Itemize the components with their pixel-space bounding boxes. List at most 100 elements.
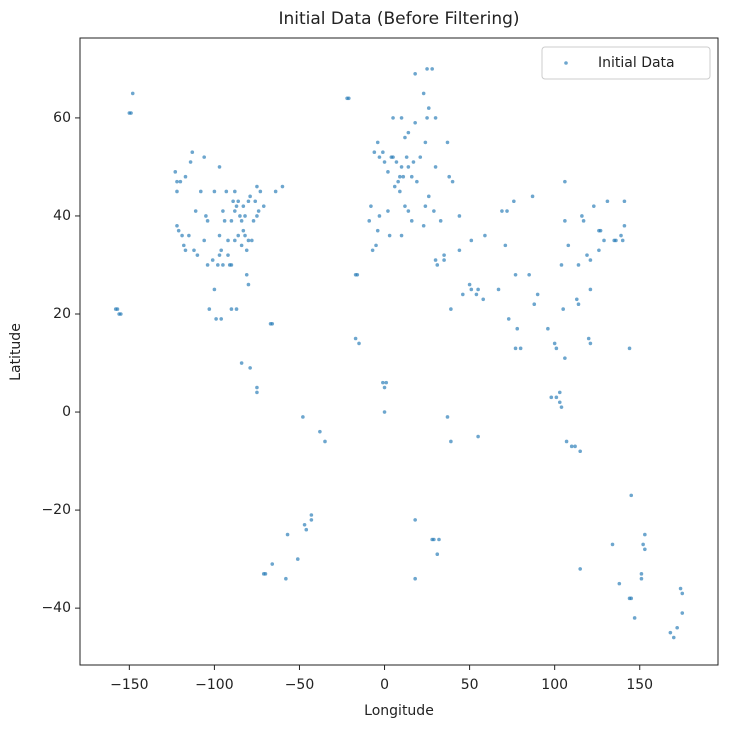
plot-frame [79, 37, 719, 666]
point [474, 292, 479, 297]
point [413, 71, 417, 76]
point [549, 395, 554, 400]
point [207, 307, 212, 311]
point [255, 385, 259, 390]
point [273, 189, 278, 194]
point [588, 258, 593, 262]
point [353, 336, 358, 341]
point [224, 189, 229, 194]
point [467, 282, 472, 287]
point [563, 219, 567, 223]
point [369, 204, 373, 208]
point [425, 67, 429, 71]
point [445, 140, 450, 145]
point [205, 219, 210, 223]
point [244, 248, 249, 253]
point [347, 96, 351, 101]
point [202, 155, 206, 159]
point [382, 385, 387, 390]
point [425, 116, 429, 120]
point [457, 214, 462, 218]
point [447, 174, 451, 179]
point [222, 219, 227, 223]
point [513, 272, 518, 277]
point [256, 209, 261, 213]
point [226, 238, 230, 243]
point [445, 415, 450, 419]
point [564, 439, 569, 444]
x-axis-label: Longitude [364, 703, 434, 719]
point [261, 572, 266, 576]
point [675, 625, 679, 630]
point [620, 238, 625, 243]
point [399, 165, 404, 169]
point [375, 140, 380, 145]
x-tick-label: 100 [541, 677, 568, 693]
point [430, 67, 434, 71]
point [198, 189, 203, 194]
point [476, 287, 480, 292]
point [404, 155, 409, 159]
point [386, 209, 390, 213]
point [241, 228, 246, 233]
point [561, 307, 565, 311]
point [178, 179, 183, 184]
point [309, 518, 314, 522]
point [398, 174, 402, 179]
point [244, 272, 249, 277]
point [614, 238, 618, 243]
point [192, 248, 196, 253]
point [377, 214, 382, 218]
point [367, 219, 372, 223]
point [304, 527, 309, 532]
point [432, 209, 436, 213]
point [413, 576, 417, 581]
point [239, 219, 244, 223]
point [248, 194, 252, 199]
point [643, 547, 647, 552]
point [442, 258, 446, 262]
point [576, 263, 581, 267]
y-tick-label: −40 [41, 600, 71, 616]
legend-marker [564, 61, 568, 65]
point [175, 179, 179, 184]
legend-label: Initial Data [598, 55, 675, 71]
point [627, 596, 632, 601]
point [372, 150, 377, 155]
point [421, 223, 426, 228]
point [386, 170, 390, 174]
point [183, 248, 188, 253]
point [115, 307, 120, 311]
point [639, 576, 644, 581]
point [512, 199, 516, 204]
point [258, 189, 263, 194]
point [554, 395, 559, 400]
point [374, 243, 378, 248]
point [573, 444, 577, 449]
point [546, 326, 550, 331]
point [483, 233, 487, 238]
x-tick-label: 0 [380, 677, 389, 693]
point [204, 214, 208, 218]
point [581, 219, 586, 223]
point [382, 410, 387, 414]
point [233, 189, 237, 194]
point [246, 282, 251, 287]
point [381, 150, 385, 155]
point [513, 346, 518, 351]
point [233, 209, 237, 213]
point [586, 336, 591, 341]
point [180, 233, 184, 238]
point [226, 253, 230, 257]
point [236, 199, 241, 204]
point [398, 189, 402, 194]
point [181, 243, 186, 248]
point [406, 130, 411, 135]
point [396, 179, 400, 184]
point [190, 150, 195, 155]
point [280, 184, 285, 189]
y-tick-label: 20 [53, 306, 71, 322]
point [535, 292, 540, 297]
point [236, 233, 241, 238]
point [469, 238, 474, 243]
